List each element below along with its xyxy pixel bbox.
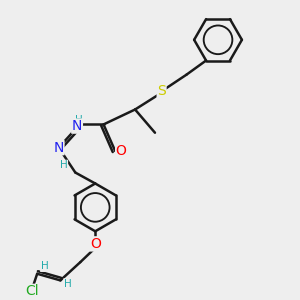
Text: H: H: [40, 262, 48, 272]
Text: O: O: [116, 144, 127, 158]
Text: O: O: [90, 237, 101, 251]
Text: H: H: [60, 160, 68, 170]
Text: Cl: Cl: [26, 284, 39, 298]
Text: H: H: [64, 279, 72, 289]
Text: N: N: [54, 141, 64, 155]
Text: S: S: [157, 84, 166, 98]
Text: H: H: [75, 116, 83, 125]
Text: N: N: [72, 119, 82, 133]
